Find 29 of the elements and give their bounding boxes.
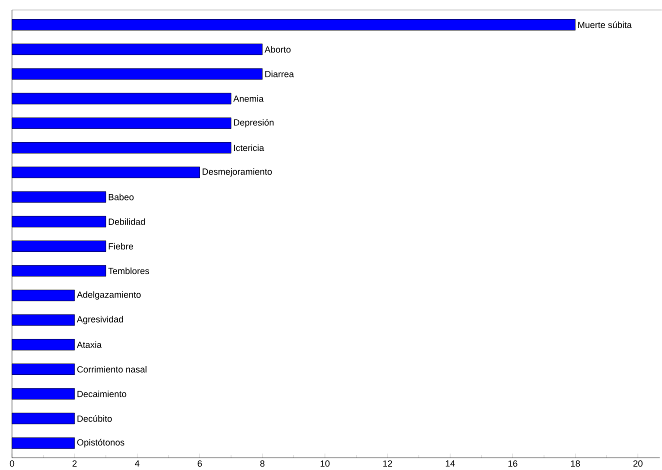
x-tick-label: 20 xyxy=(633,460,643,467)
y-tick-label: Muerte súbita xyxy=(578,21,632,28)
y-tick-label: Temblores xyxy=(108,268,150,274)
y-tick-label: Anemia xyxy=(233,95,264,102)
x-tick-label: 18 xyxy=(571,460,580,467)
x-tick-label: 8 xyxy=(260,460,264,467)
x-tick-label: 2 xyxy=(72,460,77,467)
y-tick-label: Babeo xyxy=(108,194,134,200)
x-tick-label: 16 xyxy=(508,460,518,467)
y-tick-label: Ictericia xyxy=(234,144,264,152)
y-tick-label: Agresividad xyxy=(76,316,124,324)
y-tick-label: Adelgazamiento xyxy=(76,291,141,300)
y-tick-label: Decaimiento xyxy=(78,390,126,398)
x-tick-label: 4 xyxy=(134,460,140,467)
y-tick-label: Ataxia xyxy=(76,341,102,348)
y-tick-label: Fiebre xyxy=(108,242,134,250)
y-tick-label: Corrimiento nasal xyxy=(77,366,146,373)
y-tick-label: Diarrea xyxy=(265,70,294,78)
y-tick-label: Aborto xyxy=(264,46,291,53)
y-tick-label: Desmejoramiento xyxy=(202,168,272,177)
x-tick-label: 12 xyxy=(383,460,392,467)
x-tick-label: 10 xyxy=(320,460,330,467)
x-tick-label: 0 xyxy=(10,460,14,467)
y-tick-label: Opistótonos xyxy=(77,438,124,448)
y-tick-label: Debilidad xyxy=(108,218,145,225)
y-tick-label: Decúbito xyxy=(78,415,112,422)
x-tick-label: 6 xyxy=(198,460,202,467)
x-tick-label: 14 xyxy=(446,460,455,467)
y-tick-label: Depresión xyxy=(234,118,274,128)
